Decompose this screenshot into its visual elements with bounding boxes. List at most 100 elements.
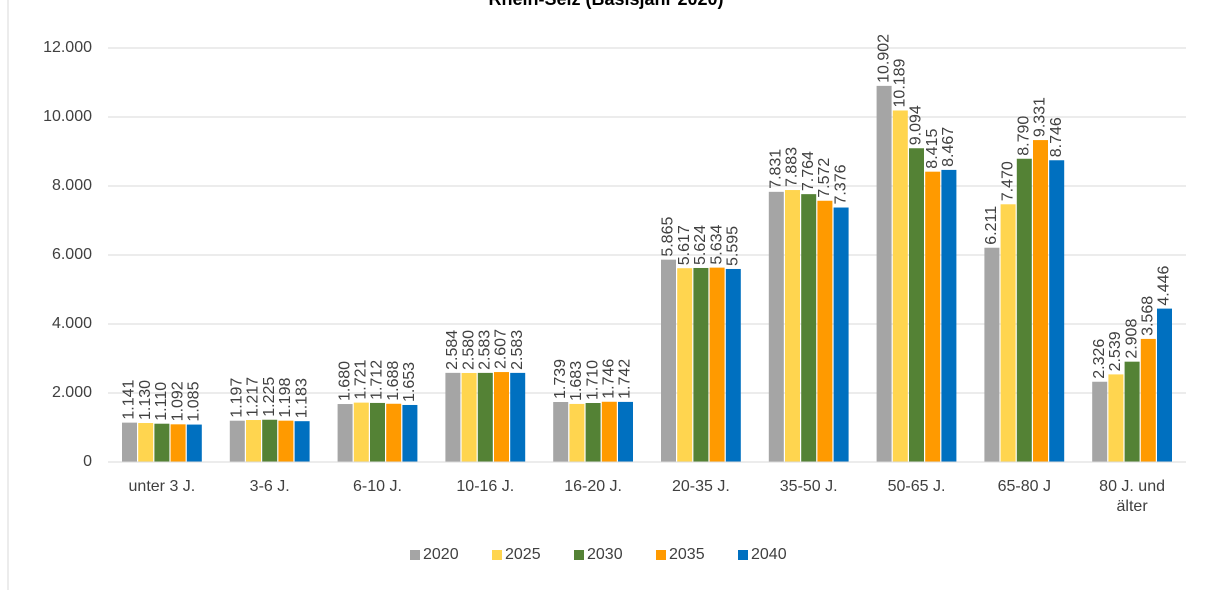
data-label: 10.189 bbox=[892, 58, 909, 107]
data-label: 7.470 bbox=[999, 161, 1016, 201]
data-label: 1.739 bbox=[552, 359, 569, 399]
data-label: 3.568 bbox=[1140, 296, 1157, 336]
bar bbox=[262, 419, 278, 462]
data-label: 8.790 bbox=[1016, 116, 1033, 156]
chart-border bbox=[7, 0, 9, 590]
bar bbox=[229, 420, 245, 462]
x-tick-label: 10-16 J. bbox=[456, 478, 515, 495]
data-label: 1.183 bbox=[293, 378, 310, 418]
legend-label: 2035 bbox=[669, 546, 705, 563]
x-tick-label: 50-65 J. bbox=[887, 478, 946, 495]
data-label: 1.721 bbox=[353, 359, 370, 399]
legend-label: 2040 bbox=[751, 546, 787, 563]
x-tick-label: unter 3 J. bbox=[128, 478, 196, 495]
bar bbox=[585, 403, 601, 462]
x-tick-label: 16-20 J. bbox=[564, 478, 622, 495]
bar bbox=[461, 372, 477, 462]
bar bbox=[661, 259, 676, 462]
y-tick-label: 0 bbox=[83, 453, 92, 470]
y-tick-label: 4.000 bbox=[52, 315, 92, 332]
bar bbox=[278, 420, 294, 462]
legend-label: 2025 bbox=[505, 546, 541, 563]
data-label: 2.580 bbox=[460, 330, 477, 370]
y-tick-label: 12.000 bbox=[43, 39, 92, 56]
data-label: 7.572 bbox=[816, 158, 833, 198]
bar bbox=[1000, 204, 1016, 462]
data-label: 2.908 bbox=[1123, 319, 1140, 359]
bar bbox=[154, 423, 170, 462]
bar bbox=[876, 85, 892, 463]
data-label: 4.446 bbox=[1156, 265, 1173, 305]
bar bbox=[477, 372, 493, 462]
data-label: 1.710 bbox=[584, 360, 601, 400]
data-label: 1.683 bbox=[568, 361, 585, 401]
bar bbox=[601, 401, 617, 462]
data-label: 8.467 bbox=[940, 127, 957, 167]
data-label: 1.197 bbox=[229, 378, 246, 418]
bar bbox=[618, 401, 633, 462]
bar bbox=[402, 404, 418, 462]
data-label: 7.764 bbox=[800, 151, 817, 191]
bar bbox=[337, 404, 353, 462]
data-label: 9.094 bbox=[908, 105, 925, 145]
data-label: 1.742 bbox=[617, 359, 634, 399]
bar bbox=[170, 424, 186, 462]
bar bbox=[925, 171, 941, 462]
bar bbox=[294, 421, 310, 462]
bar bbox=[386, 403, 402, 462]
bar bbox=[768, 191, 784, 462]
bar bbox=[1016, 158, 1032, 462]
bar bbox=[138, 423, 154, 462]
data-label: 2.583 bbox=[509, 330, 526, 370]
bar bbox=[510, 372, 526, 462]
bar bbox=[941, 169, 957, 463]
bar bbox=[785, 190, 800, 462]
data-label: 1.712 bbox=[369, 360, 386, 400]
bar bbox=[677, 268, 693, 462]
legend-swatch bbox=[656, 550, 666, 560]
data-label: 1.141 bbox=[121, 379, 138, 419]
x-tick-label: 80 J. und älter bbox=[1099, 478, 1165, 515]
data-label: 1.225 bbox=[261, 377, 278, 417]
data-label: 1.110 bbox=[153, 382, 170, 421]
data-label: 1.746 bbox=[601, 359, 618, 399]
bar bbox=[569, 403, 585, 462]
bar bbox=[1108, 374, 1124, 462]
legend-label: 2030 bbox=[587, 546, 623, 563]
data-label: 1.688 bbox=[385, 361, 402, 401]
data-label: 8.746 bbox=[1048, 117, 1065, 157]
data-label: 1.092 bbox=[169, 381, 186, 421]
y-tick-label: 8.000 bbox=[52, 177, 92, 194]
data-label: 2.584 bbox=[444, 330, 461, 370]
bar bbox=[445, 372, 461, 462]
data-label: 1.085 bbox=[186, 381, 203, 421]
bar bbox=[353, 402, 369, 462]
bar bbox=[1033, 140, 1048, 462]
bar bbox=[725, 268, 741, 462]
data-label: 5.634 bbox=[708, 224, 725, 264]
bar bbox=[1157, 308, 1172, 462]
x-tick-label: 35-50 J. bbox=[779, 478, 838, 495]
y-tick-label: 10.000 bbox=[43, 108, 92, 125]
data-label: 5.624 bbox=[692, 225, 709, 265]
legend-swatch bbox=[738, 550, 748, 560]
bar bbox=[1140, 338, 1156, 462]
data-label: 2.539 bbox=[1107, 331, 1124, 371]
legend-label: 2020 bbox=[423, 546, 459, 563]
data-label: 1.653 bbox=[401, 362, 418, 402]
data-label: 2.607 bbox=[493, 329, 510, 369]
bar bbox=[186, 424, 202, 462]
legend-swatch bbox=[410, 550, 420, 560]
x-tick-label: 20-35 J. bbox=[671, 478, 730, 495]
bar bbox=[122, 422, 137, 462]
data-label: 1.130 bbox=[137, 380, 154, 420]
data-label: 5.595 bbox=[725, 226, 742, 266]
bar bbox=[833, 207, 849, 462]
y-tick-label: 2.000 bbox=[52, 384, 92, 401]
bar bbox=[892, 110, 908, 463]
bar bbox=[553, 402, 569, 462]
data-label: 1.198 bbox=[277, 378, 294, 418]
data-label: 5.617 bbox=[676, 225, 693, 265]
